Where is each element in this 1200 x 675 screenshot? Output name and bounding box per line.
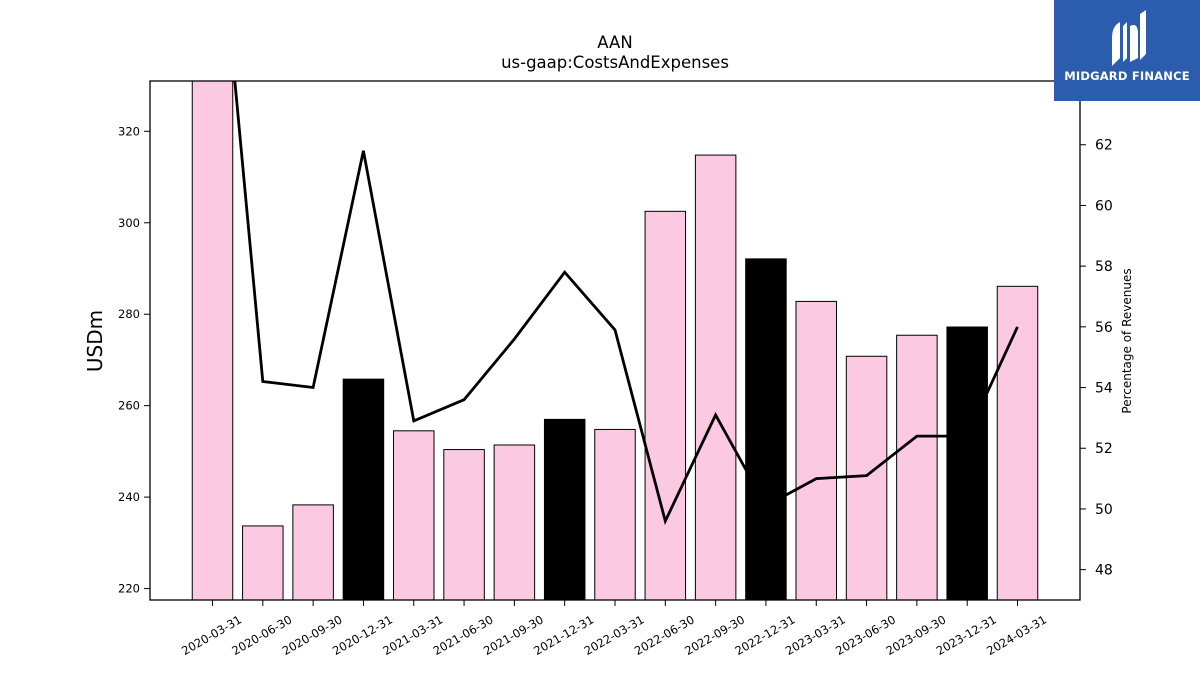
bar-2022-06-30 [644, 210, 687, 600]
bar-2021-12-31 [543, 418, 586, 600]
bar-2022-03-31 [594, 428, 636, 600]
bar-2022-09-30 [694, 154, 737, 600]
y2-tick-label-48: 48 [1095, 563, 1113, 579]
x-axis: 2020-03-312020-06-302020-09-302020-12-31… [179, 600, 1049, 658]
chart-title: AAN [597, 33, 632, 52]
midgard-finance-logo: MIDGARD FINANCE [1054, 0, 1200, 101]
bar-2021-03-31 [393, 430, 435, 600]
bar-2023-06-30 [845, 355, 888, 600]
y2-tick-label-56: 56 [1095, 320, 1113, 336]
bar-2020-03-31 [191, 81, 234, 600]
bar-2024-03-31 [996, 285, 1039, 600]
bar-2021-06-30 [443, 449, 485, 600]
bar-2020-09-30 [292, 504, 334, 600]
y-tick-label-300: 300 [118, 216, 140, 230]
y2-tick-label-58: 58 [1095, 259, 1113, 275]
bar-2021-09-30 [493, 444, 536, 600]
y-axis-left: 220 240 260 280 300 320 [118, 124, 150, 596]
bar-series [191, 81, 1039, 600]
y-tick-label-260: 260 [118, 399, 140, 413]
bar-2022-12-31 [745, 258, 787, 600]
line-percentage-of-revenues [233, 81, 1019, 526]
y2-tick-label-54: 54 [1095, 381, 1113, 397]
y-axis-right: 48 50 52 54 56 58 60 62 [1080, 138, 1113, 579]
y2-axis-label: Percentage of Revenues [1120, 268, 1134, 413]
y2-tick-label-62: 62 [1095, 138, 1113, 154]
logo-text: MIDGARD FINANCE [1064, 69, 1190, 83]
bar-2023-12-31 [946, 326, 988, 600]
y-tick-label-320: 320 [118, 124, 140, 138]
line-series [233, 81, 1019, 526]
y2-tick-label-52: 52 [1095, 441, 1113, 457]
chart-subtitle: us-gaap:CostsAndExpenses [501, 53, 729, 72]
bar-2020-12-31 [342, 378, 385, 600]
y2-tick-label-50: 50 [1095, 502, 1113, 518]
y-tick-label-240: 240 [118, 490, 140, 504]
bar-2023-09-30 [896, 334, 938, 600]
y-tick-label-280: 280 [118, 307, 140, 321]
bar-2020-06-30 [242, 525, 284, 600]
bar-2023-03-31 [795, 300, 837, 600]
y-tick-label-220: 220 [118, 582, 140, 596]
y-axis-label: USDm [83, 310, 107, 372]
midgard-mark-icon [1112, 10, 1146, 66]
y2-tick-label-60: 60 [1095, 198, 1113, 214]
